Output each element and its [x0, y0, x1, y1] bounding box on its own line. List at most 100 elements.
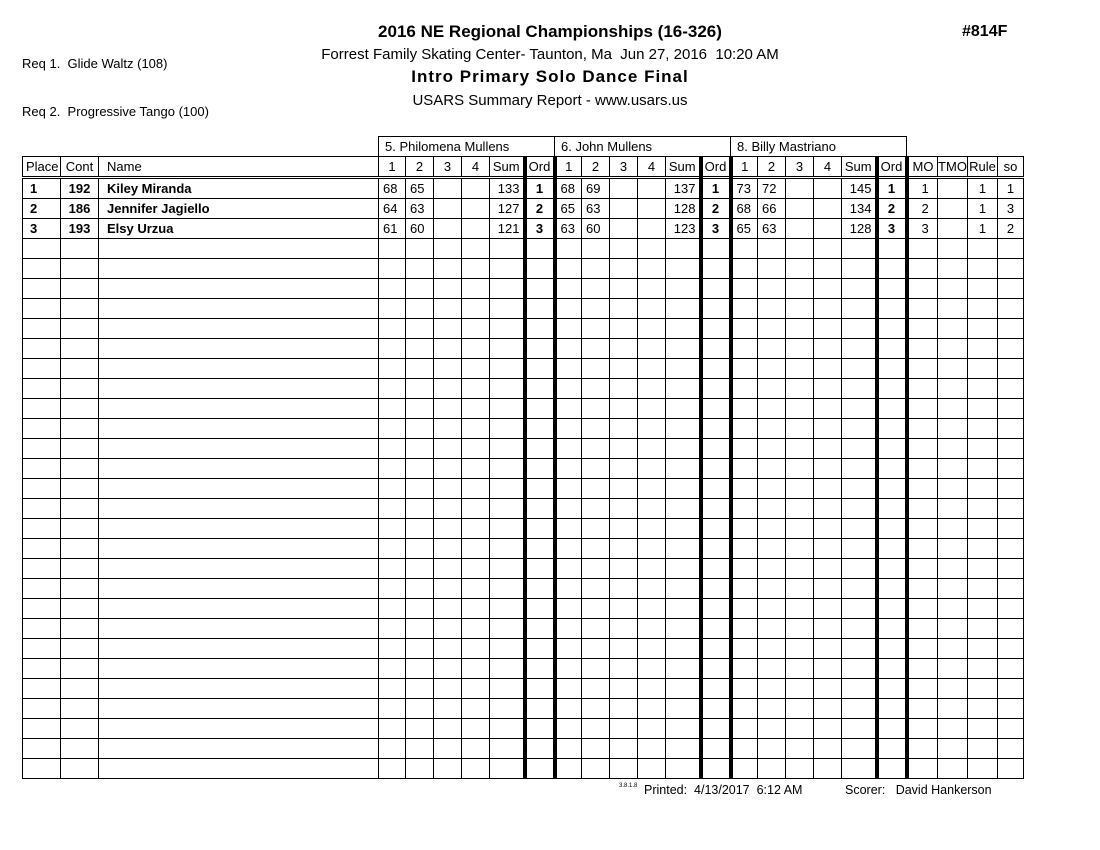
- judge2-score-2-cell: [581, 338, 610, 359]
- place-cell: [22, 438, 61, 459]
- judge3-sum-cell: [841, 598, 877, 619]
- name-cell: [98, 578, 379, 599]
- judge3-score-1-cell: 68: [730, 198, 758, 219]
- judge3-col3-header: 3: [785, 156, 814, 179]
- judge1-score-3-cell: [433, 698, 462, 719]
- judge2-score-4-cell: [637, 298, 666, 319]
- rule-cell: [967, 318, 998, 339]
- judge3-sum-cell: [841, 698, 877, 719]
- judge1-ord-cell: [522, 478, 557, 499]
- rule-cell: [967, 238, 998, 259]
- judge2-ord-cell: [698, 718, 733, 739]
- judge1-ord-cell: [522, 718, 557, 739]
- judge2-sum-cell: [665, 438, 701, 459]
- judge2-score-4-cell: [637, 318, 666, 339]
- judge3-ord-cell: [874, 238, 909, 259]
- judge3-sum-cell: [841, 238, 877, 259]
- footer: 3.8.1.8 Printed: 4/13/2017 6:12 AM Score…: [0, 781, 1100, 801]
- judge2-sum-cell: [665, 378, 701, 399]
- mo-cell: [906, 618, 938, 639]
- judge3-score-3-cell: [785, 278, 814, 299]
- judge2-score-4-cell: [637, 358, 666, 379]
- judge2-col3-header: 3: [609, 156, 638, 179]
- judge1-sum-cell: [489, 758, 525, 779]
- judge1-sum-cell: 127: [489, 198, 525, 219]
- judge3-score-3-cell: [785, 198, 814, 219]
- mo-header: MO: [906, 156, 938, 179]
- judge2-score-3-cell: [609, 358, 638, 379]
- judge3-score-2-cell: [757, 378, 786, 399]
- judge2-ord-cell: [698, 498, 733, 519]
- cont-cell: [60, 318, 99, 339]
- place-cell: [22, 638, 61, 659]
- judge3-ord-cell: [874, 718, 909, 739]
- judge2-score-3-cell: [609, 698, 638, 719]
- table-row: [22, 738, 1024, 759]
- judge1-score-2-cell: [405, 358, 434, 379]
- judge1-score-4-cell: [461, 238, 490, 259]
- place-cell: [22, 338, 61, 359]
- judge1-sum-cell: [489, 538, 525, 559]
- judge3-score-1-cell: [730, 238, 758, 259]
- judge1-score-3-cell: [433, 598, 462, 619]
- judge3-ord-cell: [874, 638, 909, 659]
- place-cell: [22, 298, 61, 319]
- judge1-score-2-cell: [405, 258, 434, 279]
- table-row: [22, 298, 1024, 319]
- judge1-sum-cell: [489, 638, 525, 659]
- judge2-ord-cell: [698, 638, 733, 659]
- judge1-sum-cell: [489, 418, 525, 439]
- judge2-sum-cell: [665, 658, 701, 679]
- tmo-cell: [937, 678, 968, 699]
- judge1-score-4-cell: [461, 618, 490, 639]
- judge3-score-3-cell: [785, 638, 814, 659]
- rule-cell: [967, 338, 998, 359]
- judge3-score-2-cell: [757, 718, 786, 739]
- judge1-score-2-cell: [405, 418, 434, 439]
- judge2-score-1-cell: [554, 338, 582, 359]
- judge3-ord-cell: [874, 318, 909, 339]
- name-cell: [98, 458, 379, 479]
- judge2-score-3-cell: [609, 618, 638, 639]
- judge2-score-4-cell: [637, 438, 666, 459]
- judge1-score-3-cell: [433, 578, 462, 599]
- so-cell: [997, 538, 1024, 559]
- judge1-ord-cell: [522, 578, 557, 599]
- judge3-ord-cell: [874, 538, 909, 559]
- judge2-score-1-cell: [554, 658, 582, 679]
- so-cell: [997, 398, 1024, 419]
- name-cell: [98, 358, 379, 379]
- judge2-score-2-cell: [581, 658, 610, 679]
- judge2-score-1-cell: [554, 538, 582, 559]
- judge2-sum-cell: [665, 278, 701, 299]
- judge3-score-4-cell: [813, 338, 842, 359]
- judge2-ord-cell: [698, 318, 733, 339]
- tmo-cell: [937, 618, 968, 639]
- judge3-ord-cell: [874, 278, 909, 299]
- judge2-score-1-cell: [554, 318, 582, 339]
- table-row: [22, 718, 1024, 739]
- judge2-ord-cell: [698, 358, 733, 379]
- judge3-score-4-cell: [813, 177, 842, 199]
- judge3-score-2-cell: [757, 398, 786, 419]
- judge3-sum-cell: [841, 318, 877, 339]
- judge3-score-4-cell: [813, 518, 842, 539]
- judge3-score-3-cell: [785, 718, 814, 739]
- judge1-ord-cell: [522, 398, 557, 419]
- judge2-score-1-cell: [554, 698, 582, 719]
- judge3-score-3-cell: [785, 258, 814, 279]
- table-row: [22, 438, 1024, 459]
- mo-cell: [906, 478, 938, 499]
- name-cell: [98, 718, 379, 739]
- table-row: [22, 558, 1024, 579]
- judge1-score-4-cell: [461, 638, 490, 659]
- cont-cell: [60, 478, 99, 499]
- so-cell: [997, 578, 1024, 599]
- judge2-ord-cell: [698, 438, 733, 459]
- judge2-score-3-cell: [609, 598, 638, 619]
- judge1-score-3-cell: [433, 498, 462, 519]
- judge1-sum-cell: [489, 498, 525, 519]
- table-row: [22, 238, 1024, 259]
- tmo-cell: [937, 218, 968, 239]
- place-cell: [22, 398, 61, 419]
